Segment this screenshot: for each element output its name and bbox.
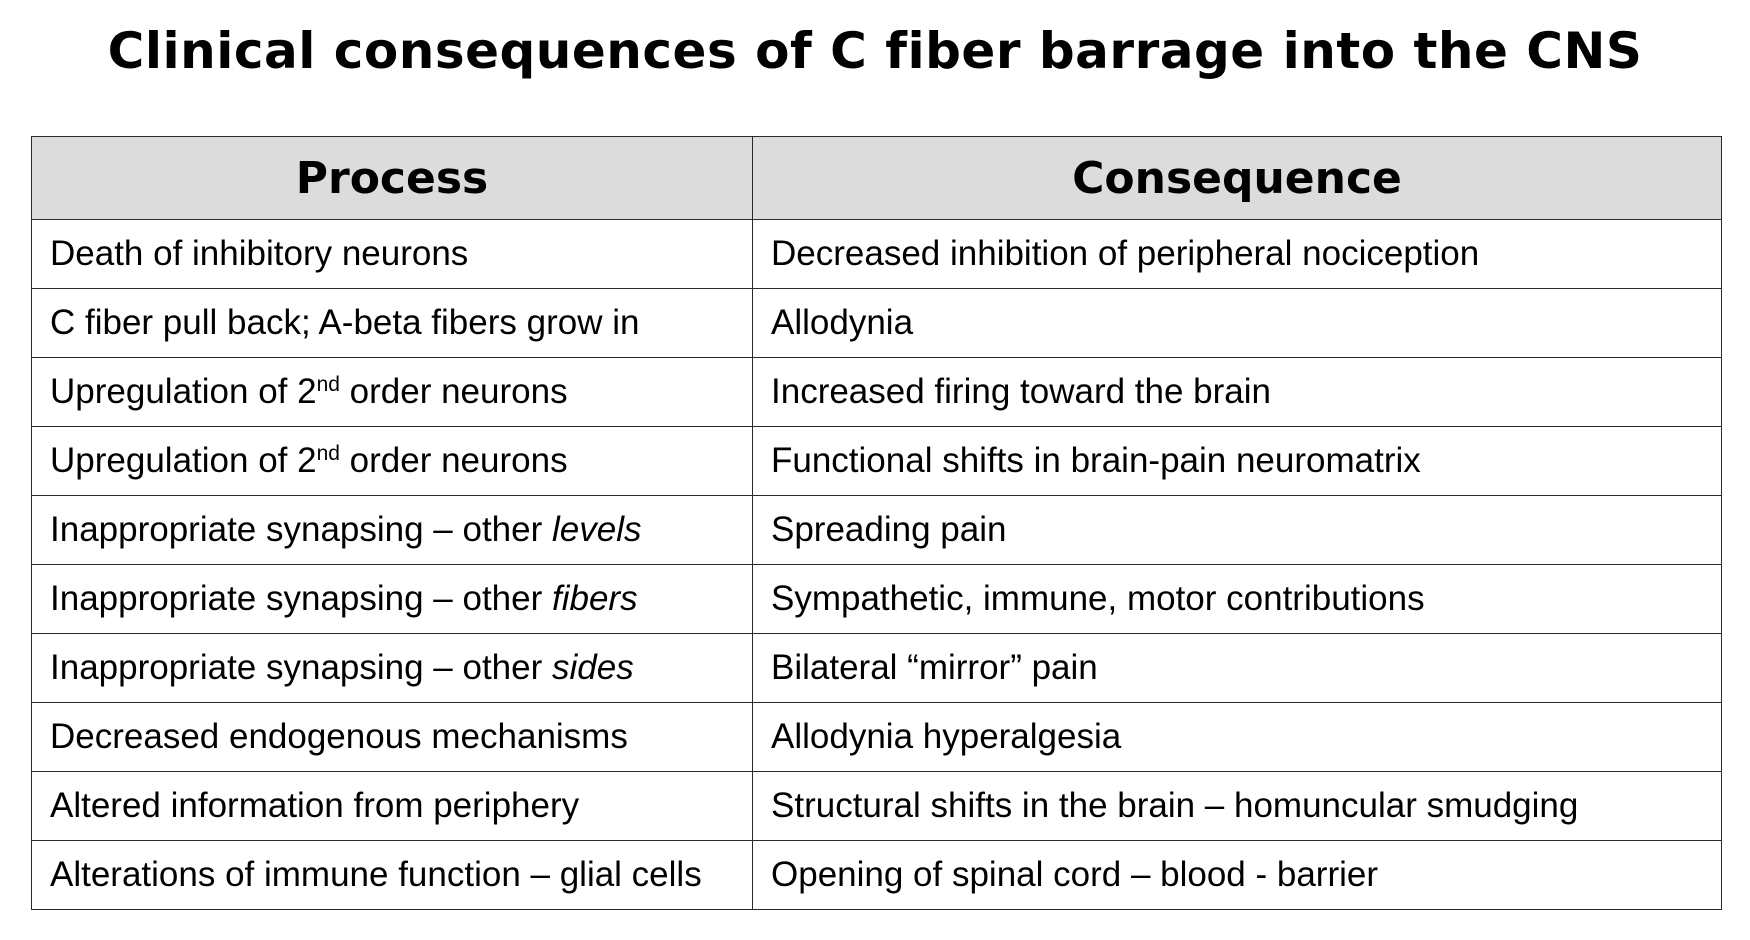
process-cell: Decreased endogenous mechanisms — [31, 702, 753, 772]
table-body: Death of inhibitory neurons Decreased in… — [31, 219, 1722, 910]
table-row: Altered information from periphery Struc… — [31, 771, 1722, 841]
process-cell: Upregulation of 2nd order neurons — [31, 426, 753, 496]
process-superscript: nd — [316, 442, 340, 465]
consequence-cell: Increased firing toward the brain — [752, 357, 1722, 427]
table-row: Upregulation of 2nd order neurons Increa… — [31, 357, 1722, 427]
table-header: Process Consequence — [31, 136, 1722, 220]
process-cell: Inappropriate synapsing – other sides — [31, 633, 753, 703]
process-cell: C fiber pull back; A-beta fibers grow in — [31, 288, 753, 358]
consequence-cell: Functional shifts in brain-pain neuromat… — [752, 426, 1722, 496]
process-emphasis: levels — [552, 510, 642, 549]
table-row: Inappropriate synapsing – other sides Bi… — [31, 633, 1722, 703]
content-table: Process Consequence Death of inhibitory … — [31, 136, 1722, 910]
process-cell: Death of inhibitory neurons — [31, 219, 753, 289]
process-cell: Alterations of immune function – glial c… — [31, 840, 753, 910]
table-row: Decreased endogenous mechanisms Allodyni… — [31, 702, 1722, 772]
process-text: Upregulation of 2 — [50, 372, 317, 411]
header-consequence: Consequence — [752, 136, 1722, 220]
process-superscript: nd — [316, 373, 340, 396]
consequence-cell: Sympathetic, immune, motor contributions — [752, 564, 1722, 634]
consequence-cell: Decreased inhibition of peripheral nocic… — [752, 219, 1722, 289]
consequence-cell: Opening of spinal cord – blood - barrier — [752, 840, 1722, 910]
table-header-row: Process Consequence — [31, 136, 1722, 220]
process-text: Altered information from periphery — [50, 786, 580, 825]
process-text: C fiber pull back; A-beta fibers grow in — [50, 303, 640, 342]
process-text: Death of inhibitory neurons — [50, 234, 469, 273]
process-cell: Inappropriate synapsing – other fibers — [31, 564, 753, 634]
table-row: Upregulation of 2nd order neurons Functi… — [31, 426, 1722, 496]
process-text: Inappropriate synapsing – other — [50, 510, 552, 549]
process-text: Alterations of immune function – glial c… — [50, 855, 702, 894]
table-row: Inappropriate synapsing – other fibers S… — [31, 564, 1722, 634]
process-text-continued: order neurons — [339, 372, 568, 411]
table-row: C fiber pull back; A-beta fibers grow in… — [31, 288, 1722, 358]
process-text-continued: order neurons — [339, 441, 568, 480]
table-row: Alterations of immune function – glial c… — [31, 840, 1722, 910]
process-cell: Upregulation of 2nd order neurons — [31, 357, 753, 427]
process-text: Upregulation of 2 — [50, 441, 317, 480]
consequence-cell: Spreading pain — [752, 495, 1722, 565]
process-emphasis: sides — [552, 648, 634, 687]
table-row: Inappropriate synapsing – other levels S… — [31, 495, 1722, 565]
consequence-cell: Structural shifts in the brain – homuncu… — [752, 771, 1722, 841]
process-cell: Inappropriate synapsing – other levels — [31, 495, 753, 565]
process-cell: Altered information from periphery — [31, 771, 753, 841]
header-process: Process — [31, 136, 753, 220]
consequence-cell: Bilateral “mirror” pain — [752, 633, 1722, 703]
process-text: Inappropriate synapsing – other — [50, 648, 552, 687]
consequence-cell: Allodynia hyperalgesia — [752, 702, 1722, 772]
table-row: Death of inhibitory neurons Decreased in… — [31, 219, 1722, 289]
page-title: Clinical consequences of C fiber barrage… — [107, 22, 1643, 80]
consequence-cell: Allodynia — [752, 288, 1722, 358]
process-text: Decreased endogenous mechanisms — [50, 717, 628, 756]
process-text: Inappropriate synapsing – other — [50, 579, 552, 618]
process-emphasis: fibers — [552, 579, 638, 618]
